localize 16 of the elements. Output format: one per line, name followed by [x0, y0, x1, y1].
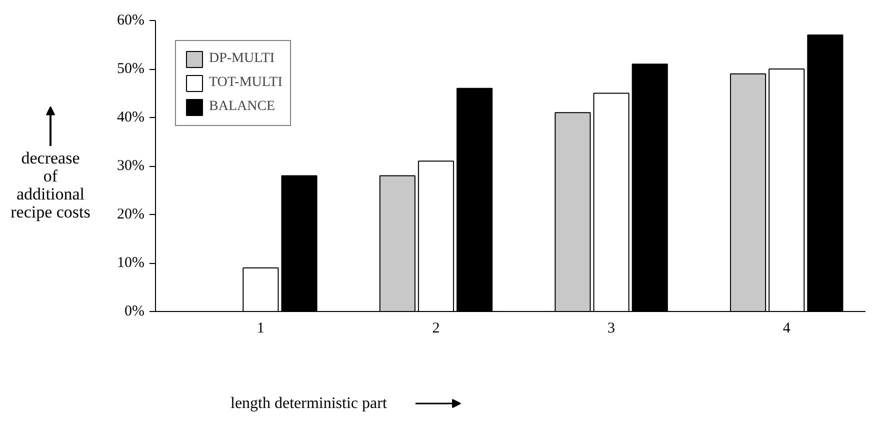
x-tick-label: 1: [256, 320, 264, 336]
legend-label: TOT-MULTI: [209, 75, 282, 91]
y-tick-label: 20%: [117, 206, 145, 222]
legend-label: BALANCE: [209, 99, 276, 115]
y-tick-label: 30%: [117, 158, 145, 174]
y-tick-label: 0%: [124, 304, 145, 320]
y-tick-label: 10%: [117, 255, 145, 271]
legend-label: DP-MULTI: [209, 51, 275, 67]
x-tick-label: 2: [432, 320, 440, 336]
y-tick-label: 40%: [117, 110, 145, 126]
x-tick-label: 3: [608, 320, 616, 336]
y-tick-label: 50%: [117, 61, 145, 77]
y-tick-label: 60%: [117, 12, 145, 28]
x-tick-label: 4: [782, 320, 791, 336]
x-axis-title: length deterministic part: [230, 395, 388, 412]
y-axis-title: decrease of additional recipe costs: [10, 148, 90, 222]
